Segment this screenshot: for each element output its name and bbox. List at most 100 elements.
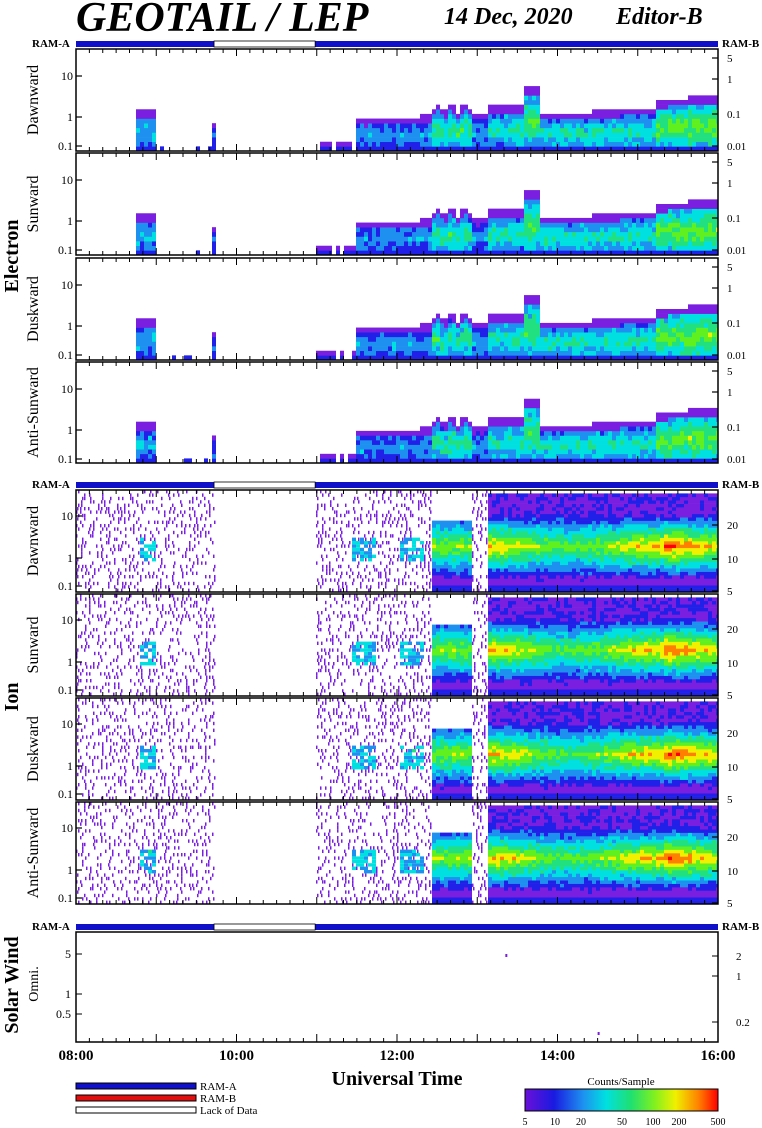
heatmap-cell (568, 440, 572, 445)
heatmap-cell (185, 524, 187, 528)
heatmap-cell (648, 421, 652, 427)
heatmap-cell (700, 341, 704, 347)
heatmap-cell (572, 132, 576, 138)
left-tick-label: 0.1 (58, 348, 73, 362)
heatmap-cell (568, 222, 572, 228)
heatmap-cell (464, 444, 468, 450)
heatmap-cell (137, 571, 139, 575)
heatmap-cell (376, 236, 380, 242)
heatmap-cell (712, 100, 716, 105)
heatmap-cell (520, 132, 524, 138)
heatmap-cell (700, 146, 704, 151)
heatmap-cell (684, 227, 688, 233)
heatmap-cell (404, 430, 408, 436)
heatmap-cell (592, 449, 596, 455)
heatmap-cell (472, 453, 476, 459)
heatmap-cell (672, 322, 676, 328)
heatmap-cell (572, 346, 576, 352)
heatmap-cell (140, 578, 142, 582)
heatmap-cell (400, 551, 404, 555)
heatmap-cell (692, 222, 696, 228)
heatmap-cell (644, 426, 648, 432)
heatmap-cell (121, 513, 123, 518)
heatmap-cell (572, 146, 576, 151)
heatmap-cell (652, 123, 656, 129)
heatmap-cell (372, 137, 376, 143)
heatmap-cell (496, 227, 500, 233)
heatmap-cell (572, 118, 576, 124)
heatmap-cell (604, 236, 608, 242)
heatmap-cell (636, 241, 640, 247)
heatmap-cell (484, 322, 488, 328)
heatmap-cell (668, 236, 672, 242)
heatmap-cell (398, 517, 400, 521)
heatmap-cell (374, 513, 376, 518)
heatmap-cell (708, 440, 712, 445)
heatmap-cell (444, 449, 448, 455)
left-tick-label: 1 (67, 423, 73, 437)
heatmap-cell (146, 500, 148, 504)
heatmap-cell (152, 341, 156, 347)
heatmap-cell (113, 517, 115, 521)
heatmap-cell (196, 571, 198, 575)
heatmap-cell (140, 426, 144, 432)
heatmap-cell (476, 435, 480, 441)
heatmap-cell (78, 564, 80, 569)
heatmap-cell (492, 104, 496, 110)
heatmap-cell (604, 118, 608, 124)
heatmap-cell (360, 551, 364, 555)
heatmap-cell (142, 568, 144, 572)
heatmap-cell (317, 578, 319, 582)
heatmap-cell (528, 208, 532, 214)
heatmap-cell (368, 551, 372, 555)
heatmap-cell (332, 537, 334, 541)
heatmap-cell (89, 551, 91, 555)
heatmap-cell (372, 127, 376, 133)
heatmap-cell (460, 453, 464, 459)
heatmap-cell (628, 318, 632, 324)
heatmap-cell (540, 355, 544, 360)
heatmap-cell (544, 426, 548, 432)
heatmap-cell (712, 355, 716, 360)
heatmap-cell (508, 332, 512, 338)
heatmap-cell (214, 578, 216, 582)
heatmap-cell (544, 118, 548, 124)
heatmap-cell (696, 327, 700, 333)
heatmap-cell (460, 458, 464, 463)
heatmap-cell (716, 407, 718, 413)
heatmap-cell (424, 123, 428, 129)
heatmap-cell (165, 537, 167, 541)
heatmap-cell (140, 141, 144, 147)
heatmap-cell (464, 118, 468, 124)
heatmap-cell (516, 118, 520, 124)
heatmap-cell (564, 227, 568, 233)
heatmap-cell (424, 322, 428, 328)
heatmap-cell (344, 245, 348, 251)
heatmap-cell (424, 141, 428, 147)
heatmap-cell (612, 458, 616, 463)
heatmap-cell (612, 346, 616, 352)
heatmap-cell (114, 527, 116, 531)
heatmap-cell (388, 341, 392, 347)
heatmap-cell (556, 241, 560, 247)
heatmap-cell (352, 250, 356, 255)
heatmap-cell (212, 581, 214, 586)
heatmap-cell (364, 444, 368, 450)
heatmap-cell (532, 199, 536, 205)
heatmap-cell (532, 430, 536, 436)
heatmap-cell (696, 146, 700, 151)
heatmap-cell (198, 541, 200, 545)
heatmap-cell (124, 503, 126, 507)
heatmap-cell (604, 346, 608, 352)
heatmap-cell (624, 341, 628, 347)
heatmap-cell (560, 127, 564, 133)
heatmap-cell (532, 453, 536, 459)
right-tick-label: 0.01 (727, 141, 746, 153)
heatmap-cell (424, 440, 428, 445)
heatmap-cell (492, 336, 496, 342)
heatmap-cell (496, 346, 500, 352)
heatmap-cell (576, 458, 580, 463)
heatmap-cell (576, 341, 580, 347)
heatmap-cell (556, 132, 560, 138)
